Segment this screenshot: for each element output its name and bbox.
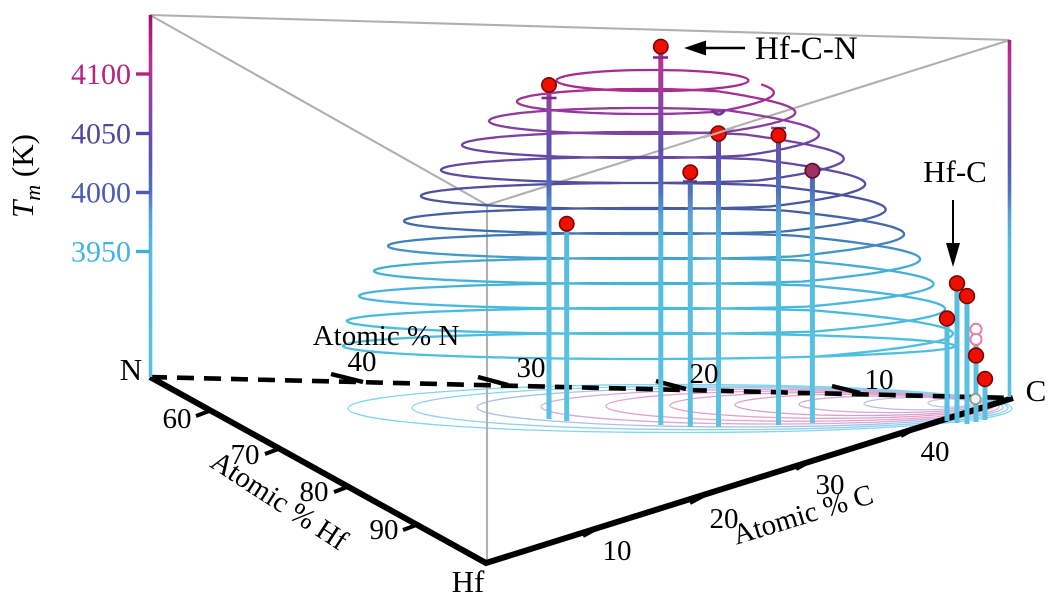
- svg-text:40: 40: [348, 346, 377, 378]
- svg-text:30: 30: [517, 352, 546, 384]
- svg-text:4100: 4100: [71, 58, 131, 91]
- svg-text:Atomic % N: Atomic % N: [313, 320, 460, 352]
- svg-text:Hf-C: Hf-C: [923, 154, 987, 189]
- svg-text:3950: 3950: [71, 236, 131, 269]
- svg-text:10: 10: [603, 535, 632, 567]
- svg-text:N: N: [120, 352, 142, 387]
- svg-text:4050: 4050: [71, 118, 131, 151]
- svg-text:10: 10: [865, 364, 894, 396]
- svg-text:30: 30: [816, 469, 845, 501]
- svg-text:Atomic % Hf: Atomic % Hf: [205, 445, 354, 557]
- svg-text:20: 20: [710, 503, 739, 535]
- svg-text:Hf-C-N: Hf-C-N: [755, 31, 858, 67]
- svg-text:4000: 4000: [71, 177, 131, 210]
- svg-text:20: 20: [690, 358, 719, 390]
- svg-text:90: 90: [370, 514, 399, 546]
- svg-text:60: 60: [163, 403, 192, 435]
- svg-text:Atomic % C: Atomic % C: [729, 479, 877, 552]
- svg-text:Hf: Hf: [452, 564, 485, 594]
- svg-text:80: 80: [300, 476, 329, 508]
- svg-text:70: 70: [231, 439, 260, 471]
- svg-text:C: C: [1026, 373, 1047, 408]
- svg-text:40: 40: [921, 436, 950, 468]
- svg-text:Tm (K): Tm (K): [5, 134, 45, 218]
